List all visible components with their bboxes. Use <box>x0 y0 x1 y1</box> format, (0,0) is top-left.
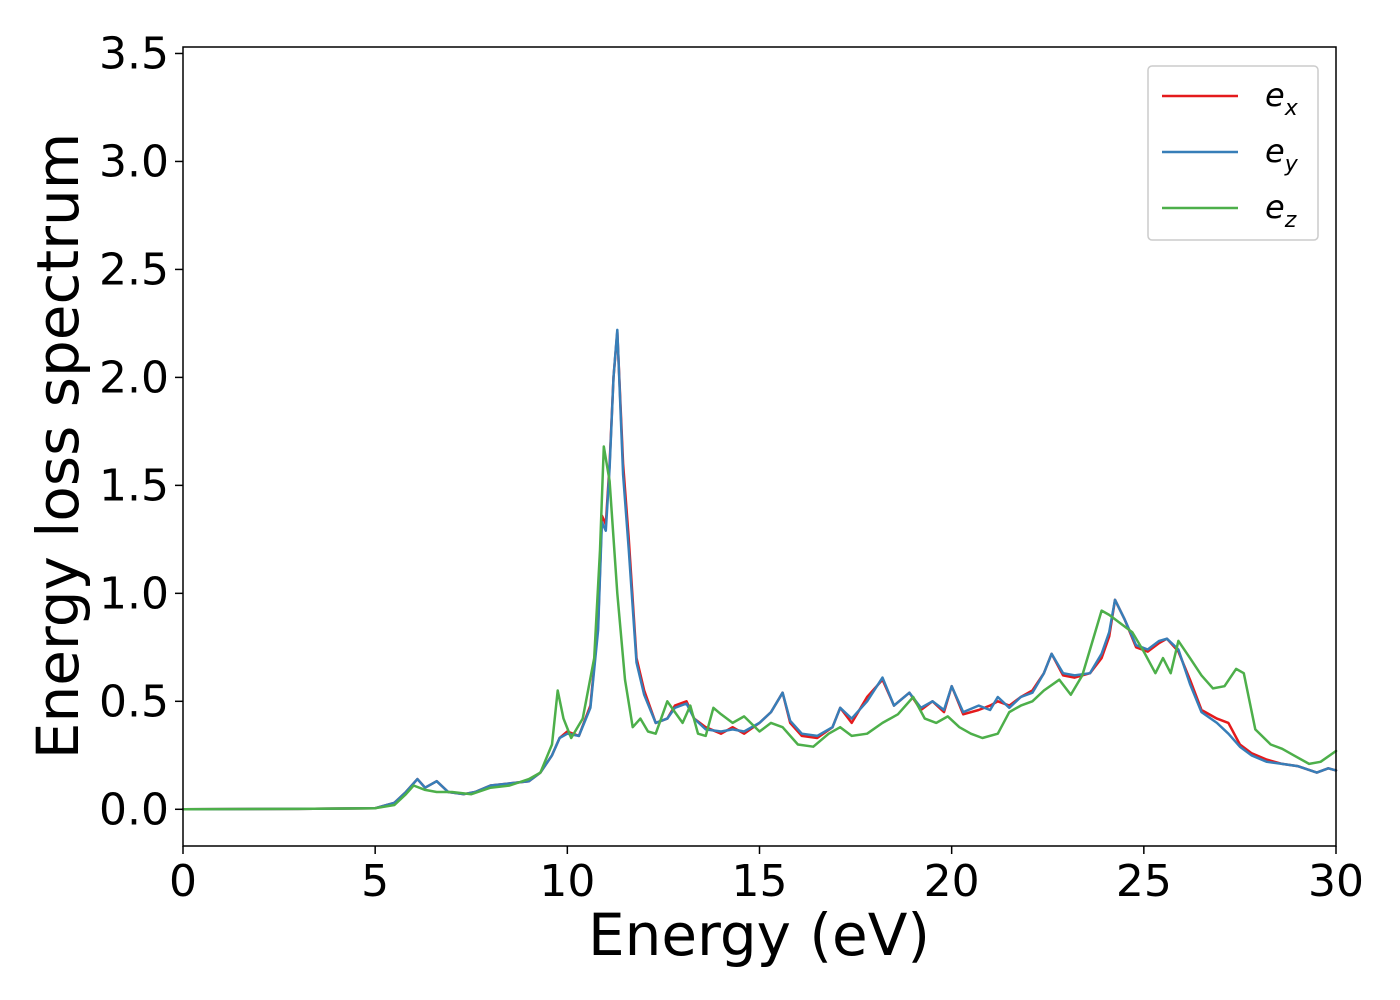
x-tick-label: 10 <box>539 856 595 907</box>
x-axis-label: Energy (eV) <box>588 901 930 969</box>
x-tick-label: 20 <box>924 856 980 907</box>
x-tick-label: 0 <box>169 856 197 907</box>
y-tick-label: 3.0 <box>99 136 169 187</box>
y-tick-label: 1.5 <box>99 460 169 511</box>
x-tick-label: 15 <box>732 856 788 907</box>
x-tick-label: 25 <box>1116 856 1172 907</box>
plot-area <box>183 47 1336 846</box>
y-tick-label: 2.5 <box>99 244 169 295</box>
series-line-z <box>181 445 1338 811</box>
x-tick-label: 30 <box>1308 856 1364 907</box>
y-tick-label: 0.0 <box>99 784 169 835</box>
y-axis: 0.0 0.5 1.0 1.5 2.0 2.5 3.0 3.5 <box>99 28 183 835</box>
series-line-y <box>181 328 1338 811</box>
y-tick-label: 3.5 <box>99 28 169 79</box>
y-tick-label: 2.0 <box>99 352 169 403</box>
series-layer <box>181 328 1338 811</box>
y-axis-label: Energy loss spectrum <box>24 133 92 759</box>
x-tick-label: 5 <box>361 856 389 907</box>
y-tick-label: 0.5 <box>99 676 169 727</box>
legend-label-y: ey <box>1265 132 1299 177</box>
x-axis: 0 5 10 15 20 25 30 <box>169 846 1364 907</box>
y-tick-label: 1.0 <box>99 568 169 619</box>
